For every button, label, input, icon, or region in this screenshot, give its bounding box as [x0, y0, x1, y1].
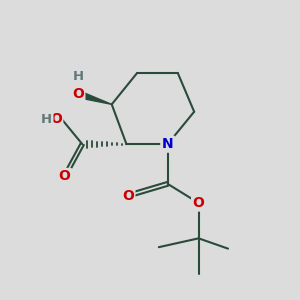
Text: H: H — [41, 112, 52, 126]
Text: H: H — [72, 70, 83, 83]
Text: O: O — [72, 87, 84, 101]
Polygon shape — [77, 91, 112, 104]
Text: O: O — [193, 196, 205, 210]
Text: O: O — [122, 189, 134, 202]
Text: O: O — [50, 112, 62, 126]
Text: O: O — [59, 169, 70, 184]
Text: N: N — [162, 137, 173, 151]
